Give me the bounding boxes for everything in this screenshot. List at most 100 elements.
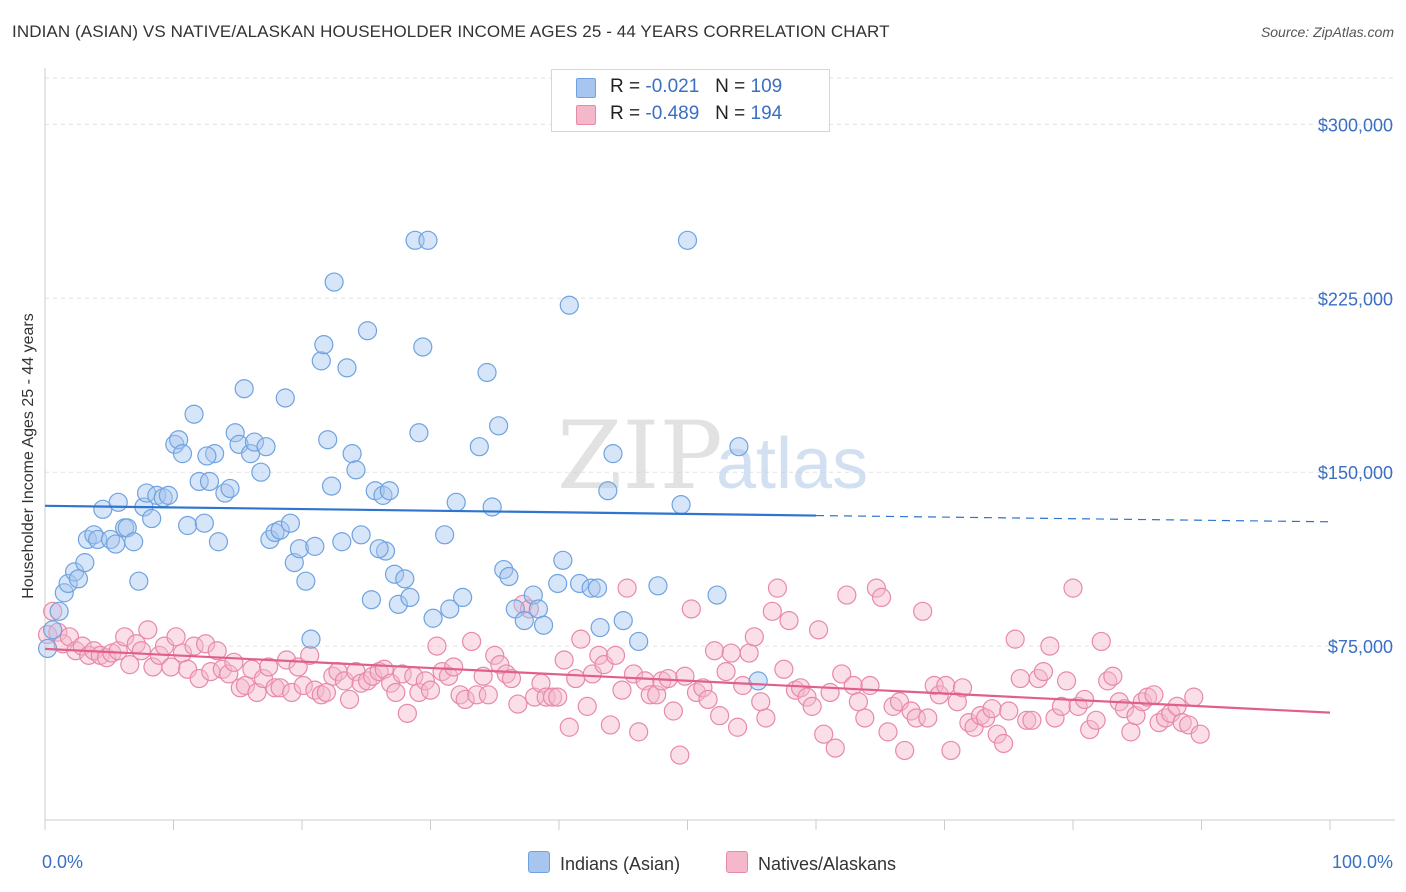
point-natives [744,627,764,647]
point-natives [490,655,510,675]
point-indians [361,590,381,610]
point-indians [423,608,443,628]
point-natives [663,701,683,721]
point-indians [305,536,325,556]
point-natives [814,724,834,744]
point-indians [395,569,415,589]
point-indians [581,578,601,598]
point-indians [677,230,698,250]
point-natives [1080,719,1100,740]
point-natives [936,675,956,696]
point-natives [617,578,637,598]
point-natives [542,687,563,707]
point-natives [189,668,209,689]
point-indians [469,437,489,457]
point-indians [748,671,768,691]
point-natives [138,620,158,640]
point-natives [184,636,204,656]
point-indians [369,539,389,559]
point-indians [707,585,727,605]
point-indians [321,476,342,496]
point-indians [311,351,331,371]
point-indians [569,573,590,594]
point-indians [400,587,420,608]
x-tick-label: 0.0% [42,852,83,872]
point-natives [166,627,186,647]
point-natives [508,694,528,714]
bottom-legend-indians: Indians (Asian) [528,851,680,875]
point-indians [225,423,245,443]
point-indians [54,583,74,603]
point-indians [251,462,271,482]
point-indians [384,564,405,584]
point-natives [438,666,459,686]
point-natives [115,627,135,647]
point-natives [571,629,591,649]
point-indians [598,481,618,501]
watermark: ZIP atlas [557,402,868,511]
point-natives [1045,708,1065,728]
trendline-natives [44,647,1331,714]
trendline-indians [44,504,817,517]
point-natives [1091,631,1111,652]
point-natives [675,666,695,686]
point-natives [612,680,632,700]
point-natives [415,671,435,691]
point-natives [120,655,140,675]
point-natives [698,689,718,710]
point-natives [871,587,892,608]
point-natives [467,685,487,705]
point-natives [444,657,464,677]
y-tick-label: $225,000 [1318,289,1393,309]
point-natives [386,682,406,703]
point-indians [418,230,438,250]
point-indians [234,379,254,399]
series-natives [37,578,1210,765]
point-natives [108,641,128,661]
point-indians [548,573,568,594]
point-natives [566,668,586,689]
point-natives [247,682,267,703]
point-indians [301,629,321,649]
series-indians [37,230,768,691]
bottom-legend-swatch-indians [528,851,550,873]
point-natives [728,717,748,737]
bottom-legend-label-natives: Natives/Alaskans [758,854,897,874]
point-natives [300,645,320,665]
point-natives [1126,706,1146,726]
axes [44,68,1395,830]
point-natives [976,708,996,728]
point-indians [68,569,89,589]
point-indians [629,631,649,652]
point-indians [189,471,209,492]
point-indians [43,620,63,640]
y-tick-labels: $75,000 $150,000 $225,000 $300,000 [1318,115,1393,657]
point-natives [1010,668,1030,689]
point-natives [866,578,886,598]
point-natives [600,715,621,735]
point-natives [161,657,181,677]
point-indians [357,321,378,341]
point-natives [710,706,730,726]
y-tick-label: $75,000 [1328,637,1393,657]
point-natives [548,687,568,707]
trend-layer [44,504,1331,714]
point-indians [499,566,519,587]
point-indians [482,497,502,517]
point-indians [184,404,204,424]
point-natives [455,689,475,710]
point-indians [314,335,334,355]
point-natives [1184,687,1204,707]
point-natives [605,645,626,665]
legend-r-label: R = [610,103,641,124]
source-label: Source: ZipAtlas.com [1260,24,1394,40]
y-tick-label: $150,000 [1318,463,1393,483]
point-indians [280,513,301,533]
point-natives [554,650,574,670]
point-natives [196,634,216,654]
point-natives [316,682,337,703]
point-natives [767,578,788,598]
point-indians [270,520,290,540]
point-natives [270,678,290,698]
point-natives [1121,722,1141,742]
